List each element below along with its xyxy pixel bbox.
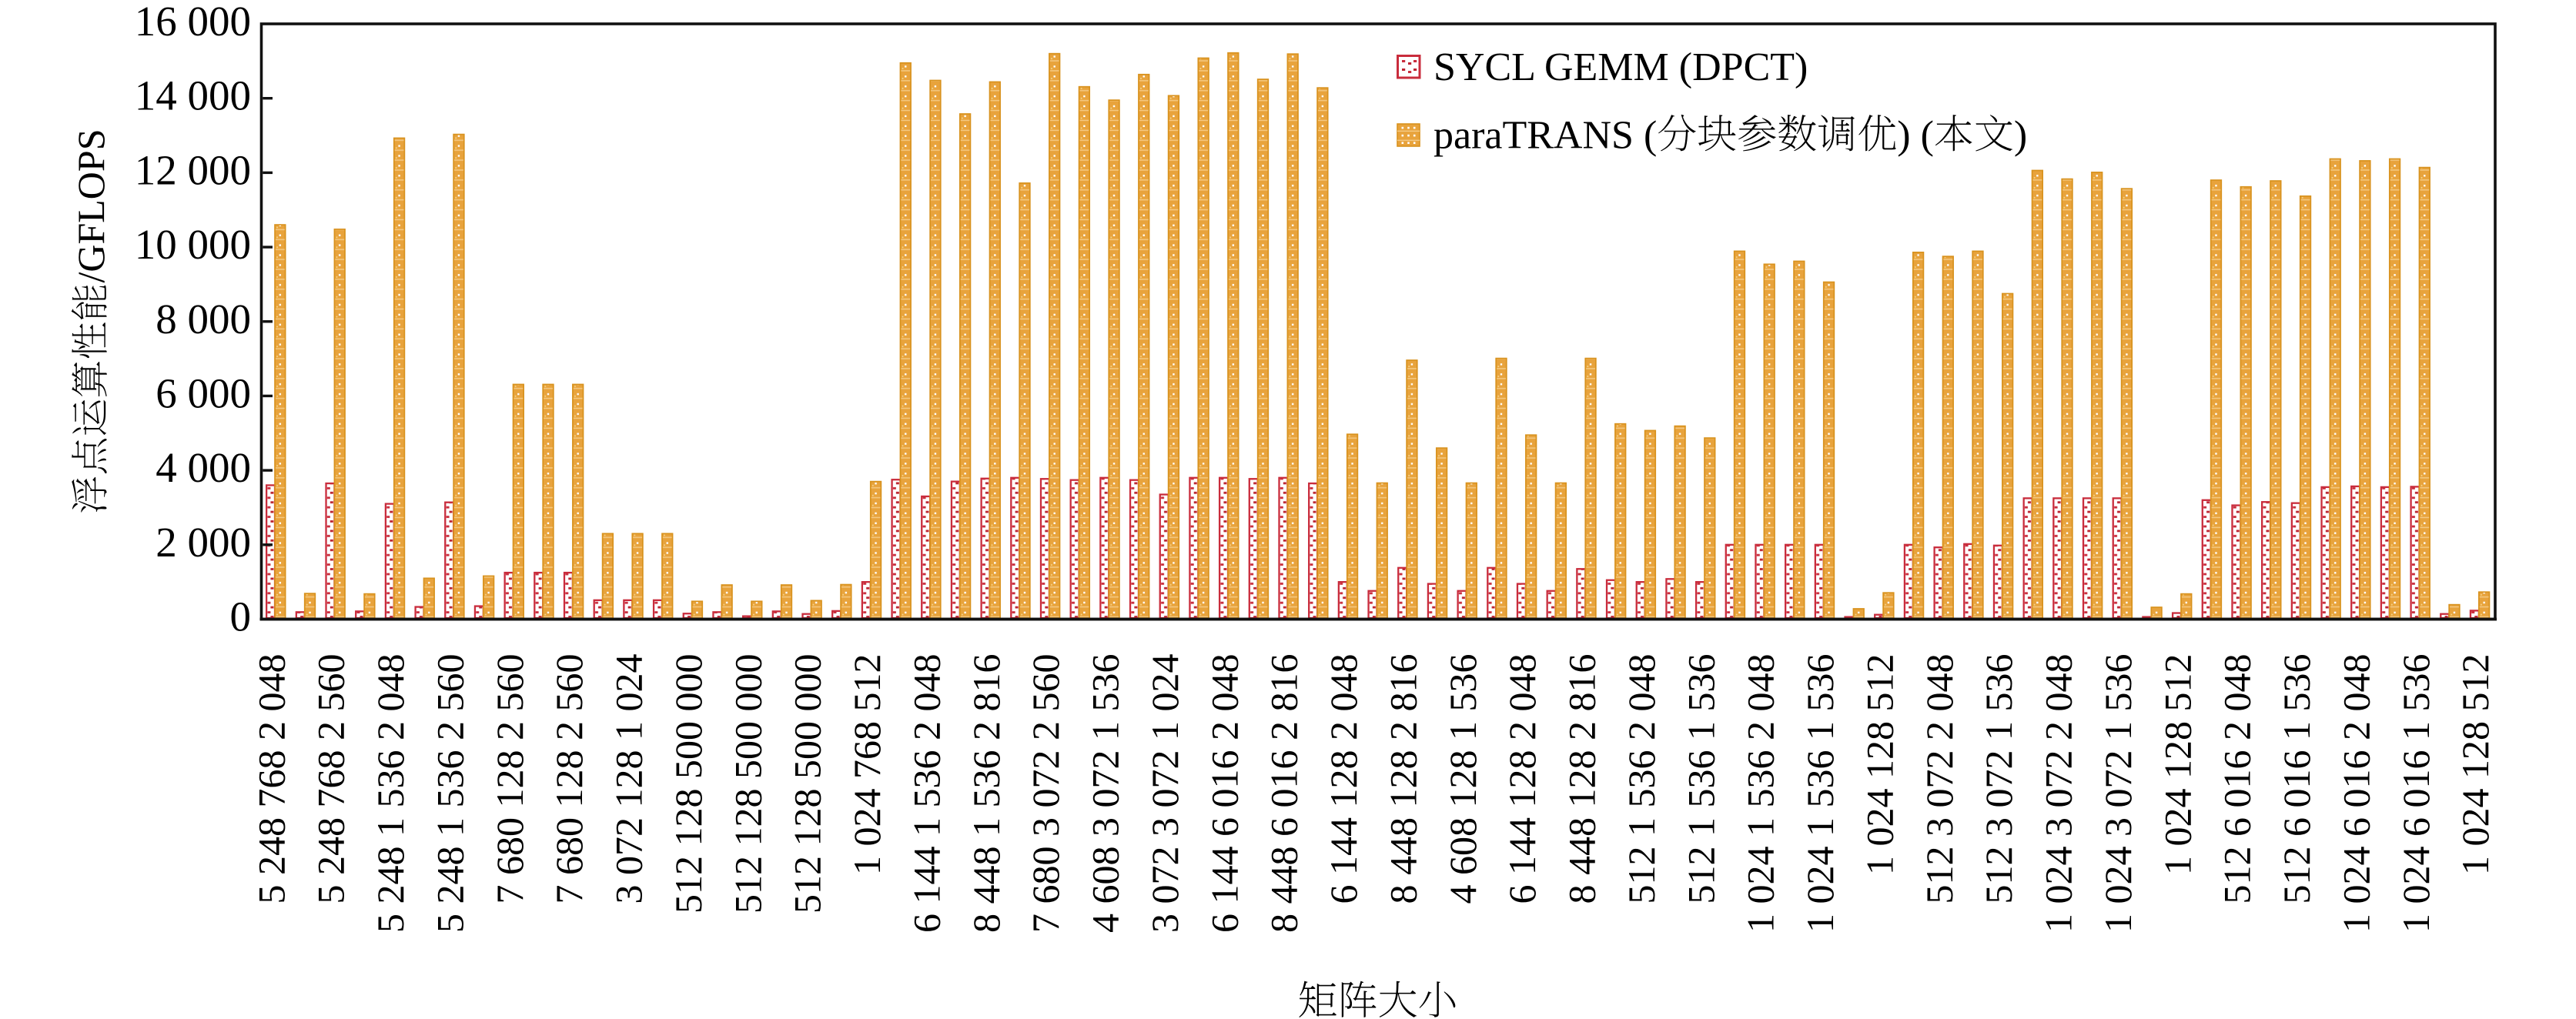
svg-text:6 144 128 2 048: 6 144 128 2 048	[1322, 654, 1365, 904]
svg-text:4 000: 4 000	[156, 444, 251, 491]
svg-text:1 024 128 512: 1 024 128 512	[2156, 654, 2199, 876]
svg-text:6 000: 6 000	[156, 369, 251, 416]
svg-text:1 024 3 072 1 536: 1 024 3 072 1 536	[2096, 654, 2139, 934]
svg-text:1 024 1 536 1 536: 1 024 1 536 1 536	[1798, 654, 1842, 934]
svg-text:8 000: 8 000	[156, 296, 251, 342]
svg-text:1 024 768 512: 1 024 768 512	[845, 654, 888, 876]
svg-text:5 248 1 536 2 560: 5 248 1 536 2 560	[428, 654, 471, 934]
svg-text:paraTRANS (: paraTRANS (	[1434, 114, 1657, 158]
svg-text:12 000: 12 000	[135, 146, 251, 193]
svg-text:1 024 128 512: 1 024 128 512	[2454, 654, 2497, 876]
svg-text:6 144 6 016 2 048: 6 144 6 016 2 048	[1203, 654, 1246, 934]
svg-text:8 448 128 2 816: 8 448 128 2 816	[1381, 654, 1424, 904]
svg-text:2 000: 2 000	[156, 519, 251, 566]
svg-text:16 000: 16 000	[135, 0, 251, 45]
svg-text:512 3 072 2 048: 512 3 072 2 048	[1918, 654, 1961, 904]
svg-text:6 144 128 2 048: 6 144 128 2 048	[1500, 654, 1544, 904]
svg-text:1 024 128 512: 1 024 128 512	[1858, 654, 1901, 876]
svg-text:512 128 500 000: 512 128 500 000	[667, 654, 710, 914]
svg-text:8 448 128 2 816: 8 448 128 2 816	[1561, 654, 1604, 904]
svg-text:8 448 6 016 2 816: 8 448 6 016 2 816	[1263, 654, 1306, 934]
svg-text:5 248 1 536 2 048: 5 248 1 536 2 048	[369, 654, 412, 934]
svg-text:3 072 128 1 024: 3 072 128 1 024	[607, 654, 651, 904]
svg-text:14 000: 14 000	[135, 72, 251, 119]
svg-text:4 608 3 072 1 536: 4 608 3 072 1 536	[1084, 654, 1127, 934]
svg-text:SYCL GEMM (DPCT): SYCL GEMM (DPCT)	[1434, 45, 1808, 89]
svg-text:512 3 072 1 536: 512 3 072 1 536	[1977, 654, 2020, 904]
svg-text:512 6 016 1 536: 512 6 016 1 536	[2275, 654, 2318, 904]
svg-text:) (: ) (	[1897, 114, 1934, 158]
svg-text:/GFLOPS: /GFLOPS	[69, 129, 112, 282]
svg-text:1 024 1 536 2 048: 1 024 1 536 2 048	[1739, 654, 1782, 934]
svg-text:7 680 128 2 560: 7 680 128 2 560	[488, 654, 531, 904]
svg-text:1 024 3 072 2 048: 1 024 3 072 2 048	[2037, 654, 2080, 934]
svg-text:512 6 016 2 048: 512 6 016 2 048	[2216, 654, 2259, 904]
svg-text:3 072 3 072 1 024: 3 072 3 072 1 024	[1143, 654, 1186, 934]
svg-text:1 024 6 016 1 536: 1 024 6 016 1 536	[2394, 654, 2437, 934]
svg-text:7 680 128 2 560: 7 680 128 2 560	[547, 654, 590, 904]
svg-text:4 608 128 1 536: 4 608 128 1 536	[1441, 654, 1484, 904]
svg-text:1 024 6 016 2 048: 1 024 6 016 2 048	[2334, 654, 2377, 934]
svg-text:512 1 536 1 536: 512 1 536 1 536	[1679, 654, 1722, 904]
svg-text:0: 0	[230, 593, 252, 640]
svg-text:512 128 500 000: 512 128 500 000	[786, 654, 829, 914]
svg-text:512 1 536 2 048: 512 1 536 2 048	[1620, 654, 1663, 904]
svg-text:6 144 1 536 2 048: 6 144 1 536 2 048	[905, 654, 948, 934]
svg-text:): )	[2014, 114, 2027, 158]
svg-text:10 000: 10 000	[135, 221, 251, 268]
svg-text:5 248 768 2 048: 5 248 768 2 048	[249, 654, 293, 904]
svg-text:7 680 3 072 2 560: 7 680 3 072 2 560	[1024, 654, 1067, 934]
svg-text:8 448 1 536 2 816: 8 448 1 536 2 816	[965, 654, 1008, 934]
svg-text:5 248 768 2 560: 5 248 768 2 560	[309, 654, 353, 904]
svg-text:512 128 500 000: 512 128 500 000	[726, 654, 769, 914]
